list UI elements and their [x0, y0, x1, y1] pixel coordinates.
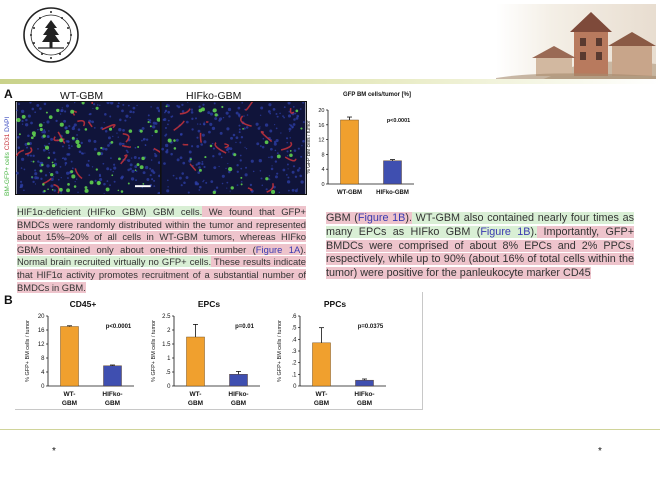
x-tick-label: GBM	[231, 400, 246, 407]
chart-ppcs: PPCs 0 .1 .2 .3 .4 .5 .6 % GFP+ BM cells / tumor…	[277, 299, 386, 407]
university-seal-logo	[23, 7, 79, 63]
chart-title: PPCs	[324, 299, 346, 309]
x-tick-label: WT-	[316, 391, 328, 398]
x-tick-label: GBM	[105, 400, 120, 407]
x-tick-label: WT-GBM	[337, 190, 362, 196]
hifko-gbm-image-label: HIFko-GBM	[186, 90, 242, 102]
x-tick-label: HIFko-	[354, 391, 374, 398]
y-tick-label: .2	[291, 361, 297, 367]
x-tick-label: GBM	[314, 400, 329, 407]
wt-gbm-image-label: WT-GBM	[60, 90, 104, 102]
y-tick-label: 8	[41, 356, 45, 362]
para-left-part4: Normal brain recruited virtually no GFP+…	[17, 256, 212, 268]
y-tick-label: .1	[291, 372, 297, 378]
figure-1b-link-2[interactable]: Figure 1B	[480, 225, 531, 238]
p-value-annotation: p=0.01	[235, 324, 255, 330]
y-tick-label: 0	[41, 384, 45, 390]
chart-epcs: EPCs 0 .5 1 1.5 2 2.5 % GFP+ BM cells / tumor WT…	[151, 299, 260, 407]
x-tick-label: GBM	[188, 400, 203, 407]
chart-title: CD45+	[70, 299, 97, 309]
footer-divider	[0, 429, 660, 430]
y-axis-label: % GFP+ BM cells / tumor	[151, 320, 157, 382]
y-tick-label: 2	[167, 328, 171, 334]
x-tick-label: HIFko-GBM	[376, 190, 409, 196]
paragraph-left: HIF1α-deficient (HIFko GBM) GBM cells. W…	[17, 206, 307, 294]
footer-star-left: *	[52, 446, 56, 457]
panel-b-frame	[15, 292, 423, 410]
y-axis-label: % GFP BM cells / tumor	[306, 120, 312, 174]
y-tick-label: 12	[38, 342, 45, 348]
para-right-part2: ).	[405, 212, 412, 224]
y-tick-label: .5	[165, 370, 171, 376]
p-value-annotation: p<0.0001	[106, 324, 132, 330]
bar	[229, 374, 248, 387]
panel-b-letter: B	[4, 293, 13, 307]
x-tick-label: GBM	[62, 400, 77, 407]
x-tick-label: HIFko-	[102, 391, 122, 398]
chart-cd45: CD45+ 0 4 8 12 16 20 % GFP+ BM cells / tumor WT-…	[25, 299, 134, 407]
hifko-gbm-micrograph	[160, 101, 307, 195]
chart-title: GFP BM cells/tumor [%]	[343, 92, 411, 98]
y-tick-label: 4	[321, 167, 324, 173]
bar	[186, 336, 205, 387]
y-axis-label: % GFP+ BM cells / tumor	[277, 320, 283, 382]
x-tick-label: HIFko-	[228, 391, 248, 398]
y-axis-label: % GFP+ BM cells / tumor	[25, 320, 31, 382]
bar	[312, 342, 331, 387]
paragraph-right: GBM (Figure 1B). WT-GBM also contained n…	[326, 212, 634, 281]
y-tick-label: .5	[291, 326, 297, 332]
y-tick-label: .3	[291, 349, 297, 355]
bar	[103, 365, 122, 387]
y-tick-label: 20	[318, 108, 324, 114]
bar	[60, 326, 79, 387]
y-tick-label: 20	[38, 314, 45, 320]
chart-gfp-bm-cells: GFP BM cells/tumor [%] 0 4 8 12 16 20 % GFP BM …	[306, 92, 414, 196]
y-tick-label: 4	[41, 370, 45, 376]
y-tick-label: 16	[318, 123, 324, 129]
bar	[355, 379, 374, 387]
x-tick-label: WT-	[190, 391, 202, 398]
header-divider	[0, 79, 660, 84]
bar	[340, 119, 359, 185]
y-tick-label: 1.5	[162, 342, 171, 348]
chart-title: EPCs	[198, 299, 220, 309]
y-tick-label: 1	[167, 356, 171, 362]
x-tick-label: GBM	[357, 400, 372, 407]
x-tick-label: WT-	[64, 391, 76, 398]
p-value-annotation: p=0.0375	[358, 324, 384, 330]
figure-1b-link-1[interactable]: Figure 1B	[357, 212, 406, 224]
bar	[383, 160, 402, 185]
p-value-annotation: p<0.0001	[387, 118, 410, 124]
stain-legend: BM-GFP+ cells CD31 DAPI	[4, 102, 13, 196]
y-tick-label: 0	[293, 384, 297, 390]
campus-building-illustration	[496, 4, 656, 82]
y-tick-label: 16	[38, 328, 45, 334]
para-right-part1: GBM (	[326, 212, 358, 224]
wt-gbm-micrograph	[15, 101, 162, 195]
y-tick-label: .6	[291, 314, 297, 320]
para-left-part1: HIF1α-deficient (HIFko GBM) GBM cells.	[17, 206, 203, 217]
y-tick-label: 12	[318, 138, 324, 144]
para-right-part4: ).	[530, 225, 538, 238]
y-tick-label: .4	[291, 337, 297, 343]
y-tick-label: 2.5	[162, 314, 171, 320]
stain-gfp-label: BM-GFP+ cells	[4, 152, 11, 196]
footer-star-right: *	[598, 446, 602, 457]
stain-dapi-label: DAPI	[4, 116, 11, 132]
y-tick-label: 0	[321, 182, 324, 188]
panel-a-letter: A	[4, 87, 13, 101]
para-left-part3: ).	[300, 243, 306, 255]
y-tick-label: 0	[167, 384, 171, 390]
stain-cd31-label: CD31	[4, 133, 11, 151]
y-tick-label: 8	[321, 152, 324, 158]
figure-1a-link[interactable]: Figure 1A	[255, 243, 301, 255]
